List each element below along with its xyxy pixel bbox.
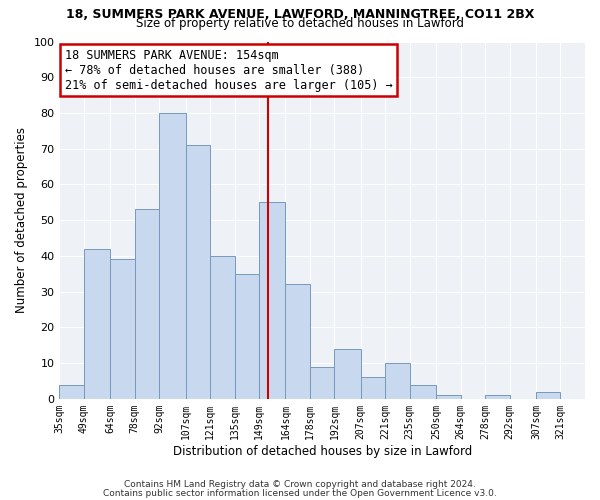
Bar bbox=[485, 396, 509, 399]
Text: Contains public sector information licensed under the Open Government Licence v3: Contains public sector information licen… bbox=[103, 488, 497, 498]
Bar bbox=[410, 384, 436, 399]
Text: Size of property relative to detached houses in Lawford: Size of property relative to detached ho… bbox=[136, 18, 464, 30]
Bar bbox=[110, 260, 135, 399]
Bar bbox=[135, 210, 159, 399]
Text: 18 SUMMERS PARK AVENUE: 154sqm
← 78% of detached houses are smaller (388)
21% of: 18 SUMMERS PARK AVENUE: 154sqm ← 78% of … bbox=[65, 48, 392, 92]
Y-axis label: Number of detached properties: Number of detached properties bbox=[15, 127, 28, 313]
Bar bbox=[385, 363, 410, 399]
Bar bbox=[436, 396, 461, 399]
Bar bbox=[159, 113, 185, 399]
Bar bbox=[59, 384, 84, 399]
Bar bbox=[84, 249, 110, 399]
Bar bbox=[310, 366, 334, 399]
Text: Contains HM Land Registry data © Crown copyright and database right 2024.: Contains HM Land Registry data © Crown c… bbox=[124, 480, 476, 489]
Bar bbox=[286, 284, 310, 399]
Bar bbox=[259, 202, 286, 399]
Bar bbox=[334, 349, 361, 399]
Text: 18, SUMMERS PARK AVENUE, LAWFORD, MANNINGTREE, CO11 2BX: 18, SUMMERS PARK AVENUE, LAWFORD, MANNIN… bbox=[66, 8, 534, 20]
Bar bbox=[185, 145, 210, 399]
Bar bbox=[361, 378, 385, 399]
Bar bbox=[536, 392, 560, 399]
Bar bbox=[235, 274, 259, 399]
Bar bbox=[210, 256, 235, 399]
X-axis label: Distribution of detached houses by size in Lawford: Distribution of detached houses by size … bbox=[173, 444, 472, 458]
